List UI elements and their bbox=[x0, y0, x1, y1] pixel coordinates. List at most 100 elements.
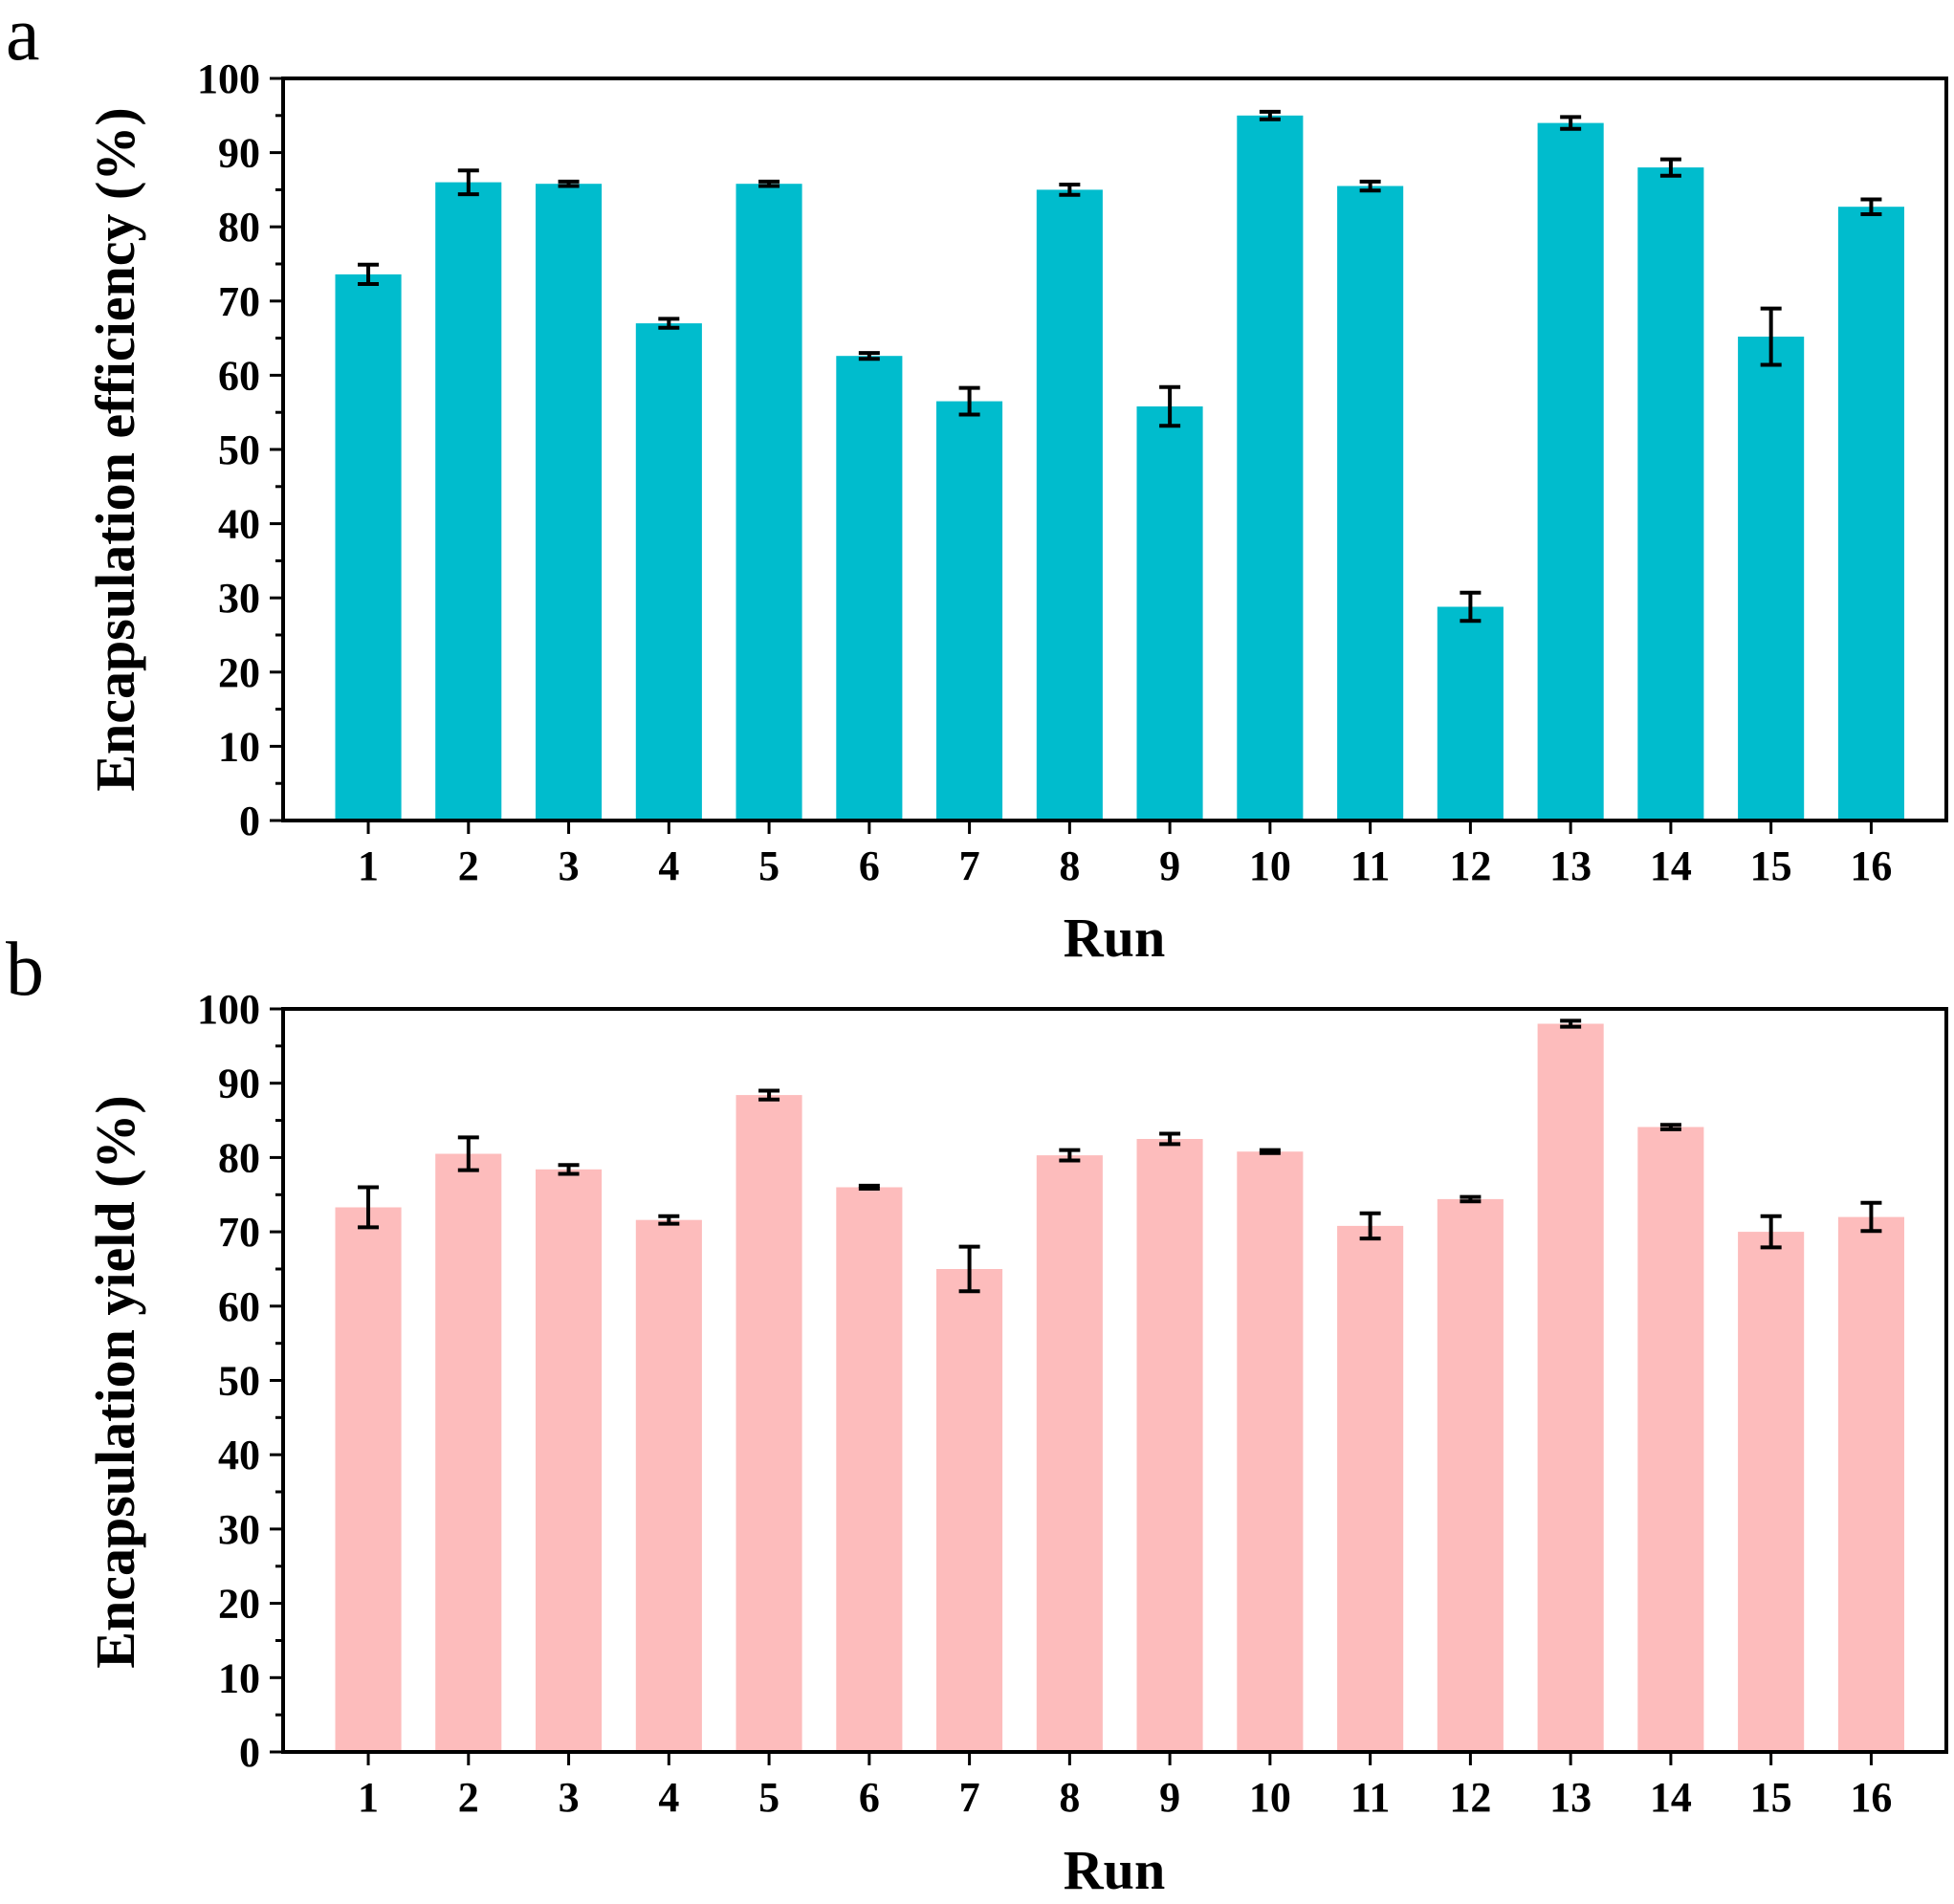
panel-a-error-bars bbox=[358, 109, 1882, 624]
bar-run-4 bbox=[635, 1219, 702, 1752]
x-tick-label: 12 bbox=[1449, 1774, 1491, 1821]
error-bar-run-8 bbox=[1059, 183, 1081, 197]
x-tick-label: 10 bbox=[1249, 843, 1291, 889]
bar-run-11 bbox=[1337, 1225, 1404, 1752]
bar-run-9 bbox=[1136, 1139, 1203, 1752]
panel-b-x-axis-title: Run bbox=[1064, 1839, 1165, 1901]
bar-run-7 bbox=[936, 1269, 1003, 1752]
error-bar-run-7 bbox=[958, 1244, 980, 1294]
error-bar-run-13 bbox=[1560, 1018, 1582, 1029]
panel-b-chart: b Encapsulation yield (%) Run 0 10 20 30 40 5… bbox=[6, 928, 1948, 1901]
x-tick-label: 14 bbox=[1650, 1774, 1692, 1821]
bar-run-1 bbox=[335, 1207, 402, 1752]
x-tick-label: 2 bbox=[458, 843, 479, 889]
x-tick-label: 16 bbox=[1850, 1774, 1892, 1821]
bar-run-5 bbox=[735, 184, 802, 821]
error-bar-run-8 bbox=[1059, 1148, 1081, 1163]
y-tick-label: 70 bbox=[218, 278, 260, 325]
bar-run-2 bbox=[435, 182, 502, 821]
error-bar-run-6 bbox=[858, 1183, 880, 1191]
bar-run-6 bbox=[836, 1187, 903, 1752]
bar-run-14 bbox=[1637, 1127, 1704, 1752]
x-tick-label: 9 bbox=[1159, 843, 1180, 889]
x-tick-label: 1 bbox=[358, 843, 379, 889]
y-tick-label: 70 bbox=[218, 1209, 260, 1256]
error-bar-run-9 bbox=[1159, 1131, 1181, 1147]
y-tick-label: 10 bbox=[218, 723, 260, 770]
x-tick-label: 5 bbox=[758, 843, 779, 889]
x-tick-label: 16 bbox=[1850, 843, 1892, 889]
bar-run-9 bbox=[1136, 406, 1203, 821]
y-tick-label: 30 bbox=[218, 1506, 260, 1553]
error-bar-run-10 bbox=[1259, 1148, 1281, 1155]
panel-b-letter: b bbox=[6, 928, 44, 1012]
error-bar-run-16 bbox=[1860, 1200, 1882, 1234]
y-tick-label: 60 bbox=[218, 352, 260, 399]
x-tick-label: 8 bbox=[1059, 1774, 1080, 1821]
bar-run-16 bbox=[1837, 1216, 1904, 1752]
bar-run-12 bbox=[1437, 606, 1504, 821]
bar-run-7 bbox=[936, 401, 1003, 821]
bar-run-5 bbox=[735, 1095, 802, 1752]
panel-a-x-axis: 1 2 3 4 5 6 7 8 9 10 11 12 13 14 15 16 bbox=[358, 821, 1892, 889]
y-tick-label: 0 bbox=[239, 798, 260, 844]
y-tick-label: 20 bbox=[218, 649, 260, 696]
y-tick-label: 30 bbox=[218, 575, 260, 622]
bar-run-6 bbox=[836, 356, 903, 821]
y-tick-label: 60 bbox=[218, 1283, 260, 1330]
error-bar-run-3 bbox=[558, 1163, 580, 1176]
x-tick-label: 2 bbox=[458, 1774, 479, 1821]
error-bar-run-5 bbox=[758, 1088, 780, 1102]
error-bar-run-12 bbox=[1460, 590, 1482, 624]
x-tick-label: 13 bbox=[1549, 1774, 1592, 1821]
x-tick-label: 15 bbox=[1750, 843, 1792, 889]
panel-a-plot-frame bbox=[281, 77, 1948, 822]
x-tick-label: 12 bbox=[1449, 843, 1491, 889]
y-tick-label: 40 bbox=[218, 501, 260, 548]
bar-run-3 bbox=[536, 184, 603, 821]
bar-run-11 bbox=[1337, 186, 1404, 821]
panel-b-plot-frame bbox=[281, 1007, 1948, 1754]
error-bar-run-14 bbox=[1659, 157, 1681, 178]
error-bar-run-16 bbox=[1860, 197, 1882, 216]
y-tick-label: 100 bbox=[197, 986, 260, 1033]
error-bar-run-6 bbox=[858, 351, 880, 361]
error-bar-run-2 bbox=[457, 1135, 479, 1172]
error-bar-run-14 bbox=[1659, 1123, 1681, 1131]
error-bar-run-11 bbox=[1359, 1211, 1381, 1241]
panel-b-x-axis: 1 2 3 4 5 6 7 8 9 10 11 12 13 14 15 16 bbox=[358, 1752, 1892, 1821]
error-bar-run-13 bbox=[1560, 115, 1582, 131]
error-bar-run-4 bbox=[658, 1214, 680, 1226]
bar-run-10 bbox=[1237, 1151, 1304, 1752]
panel-b-y-axis: 0 10 20 30 40 50 60 70 80 90 100 bbox=[197, 986, 283, 1776]
bar-run-14 bbox=[1637, 167, 1704, 821]
error-bar-run-1 bbox=[358, 262, 380, 286]
bar-run-8 bbox=[1036, 189, 1103, 821]
panel-a-x-axis-title: Run bbox=[1064, 907, 1165, 969]
y-tick-label: 10 bbox=[218, 1654, 260, 1701]
x-tick-label: 11 bbox=[1350, 1774, 1391, 1821]
panel-b-bars bbox=[335, 1023, 1904, 1752]
error-bar-run-7 bbox=[958, 385, 980, 417]
bar-run-10 bbox=[1237, 115, 1304, 821]
error-bar-run-15 bbox=[1760, 1214, 1782, 1250]
x-tick-label: 5 bbox=[758, 1774, 779, 1821]
error-bar-run-4 bbox=[658, 317, 680, 330]
x-tick-label: 10 bbox=[1249, 1774, 1291, 1821]
y-tick-label: 90 bbox=[218, 130, 260, 177]
panel-b-y-axis-title: Encapsulation yield (%) bbox=[84, 1095, 146, 1668]
bar-run-1 bbox=[335, 274, 402, 821]
y-tick-label: 80 bbox=[218, 1134, 260, 1181]
x-tick-label: 6 bbox=[859, 843, 880, 889]
y-tick-label: 90 bbox=[218, 1061, 260, 1107]
panel-a-letter: a bbox=[6, 0, 40, 77]
bar-run-3 bbox=[536, 1169, 603, 1752]
error-bar-run-10 bbox=[1259, 109, 1281, 121]
x-tick-label: 7 bbox=[959, 843, 980, 889]
x-tick-label: 11 bbox=[1350, 843, 1391, 889]
error-bar-run-15 bbox=[1760, 306, 1782, 367]
x-tick-label: 4 bbox=[658, 1774, 679, 1821]
bar-run-15 bbox=[1738, 337, 1805, 821]
x-tick-label: 4 bbox=[658, 843, 679, 889]
